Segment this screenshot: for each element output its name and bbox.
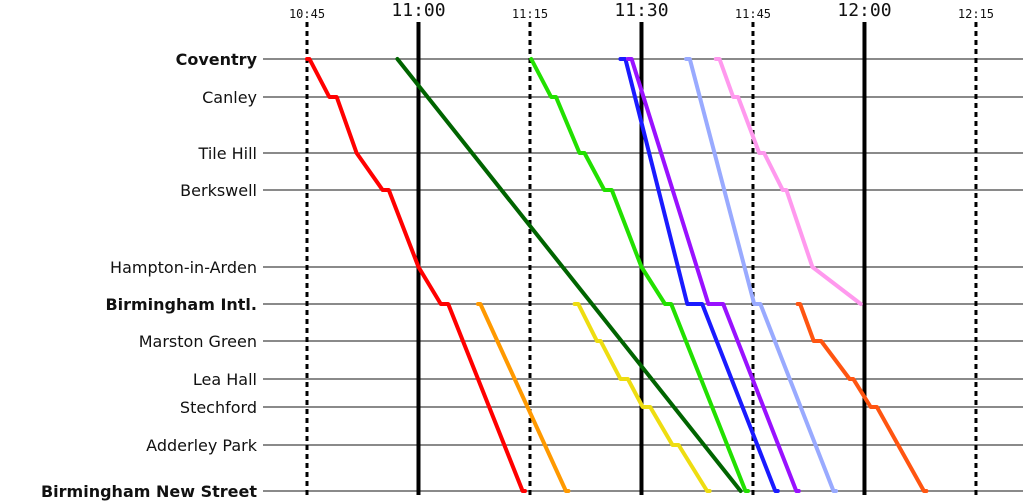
train-path-9: [572, 302, 712, 493]
train-path-5: [625, 57, 801, 493]
time-gridlines: [305, 22, 978, 495]
station-label: Coventry: [176, 50, 258, 69]
station-label: Birmingham Intl.: [105, 295, 257, 314]
station-label: Birmingham New Street: [41, 482, 257, 501]
station-labels: Coventry Canley Tile Hill Berkswell Hampton-…: [41, 50, 258, 501]
train-path-4: [618, 57, 780, 493]
time-tick-label: 11:45: [735, 7, 771, 21]
train-path-3: [529, 57, 750, 493]
station-label: Adderley Park: [146, 436, 258, 455]
time-tick-label: 11:15: [512, 7, 548, 21]
time-tick-label: 11:30: [614, 0, 668, 21]
train-paths: [305, 57, 929, 493]
time-tick-label: 11:00: [391, 0, 445, 21]
station-label: Lea Hall: [193, 370, 257, 389]
time-tick-label: 12:00: [837, 0, 891, 21]
train-path-6: [684, 57, 838, 493]
station-label: Hampton-in-Arden: [110, 258, 257, 277]
time-tick-label: 10:45: [289, 7, 325, 21]
train-path-7: [713, 57, 863, 306]
train-path-2: [476, 302, 571, 493]
station-label: Canley: [202, 88, 257, 107]
station-label: Marston Green: [139, 332, 257, 351]
time-tick-labels: 10:45 11:00 11:15 11:30 11:45 12:00 12:15: [289, 0, 994, 21]
station-label: Tile Hill: [198, 144, 257, 163]
station-label: Berkswell: [180, 181, 257, 200]
train-path-0: [305, 57, 527, 493]
station-label: Stechford: [180, 398, 257, 417]
train-path-8: [795, 302, 929, 493]
train-path-1: [395, 57, 743, 493]
time-tick-label: 12:15: [958, 7, 994, 21]
